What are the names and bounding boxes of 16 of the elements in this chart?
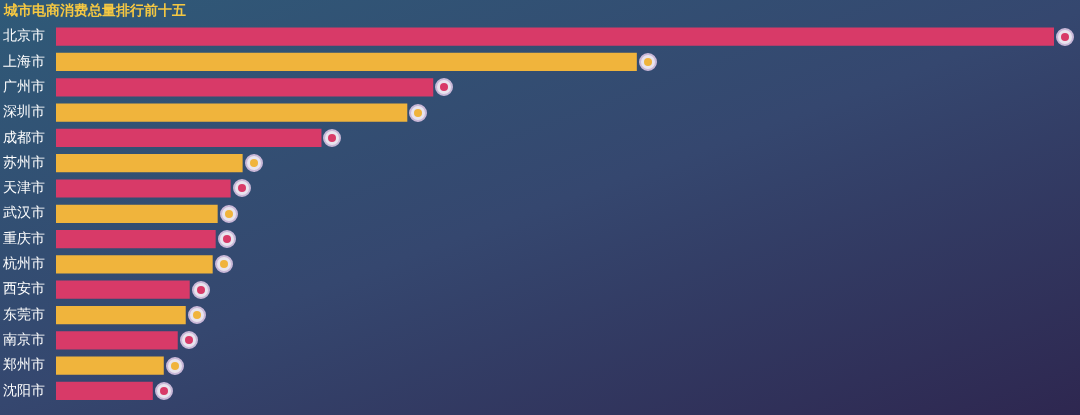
y-tick-label: 沈阳市	[3, 381, 45, 398]
y-tick-label: 南京市	[3, 330, 45, 347]
y-tick-label: 成都市	[3, 128, 45, 145]
y-tick-label: 郑州市	[3, 356, 45, 373]
y-tick-label: 天津市	[3, 179, 45, 196]
y-tick-label: 武汉市	[3, 204, 45, 221]
chart-title: 城市电商消费总量排行前十五	[4, 2, 186, 20]
y-tick-label: 广州市	[3, 77, 45, 94]
y-tick-label: 苏州市	[3, 153, 45, 170]
y-tick-label: 东莞市	[3, 305, 45, 322]
y-tick-label: 杭州市	[2, 255, 45, 272]
y-tick-label: 北京市	[3, 27, 45, 44]
y-tick-label: 西安市	[3, 280, 45, 297]
y-tick-label: 深圳市	[3, 103, 45, 120]
y-tick-label: 上海市	[3, 52, 45, 69]
y-tick-label: 重庆市	[3, 229, 45, 246]
